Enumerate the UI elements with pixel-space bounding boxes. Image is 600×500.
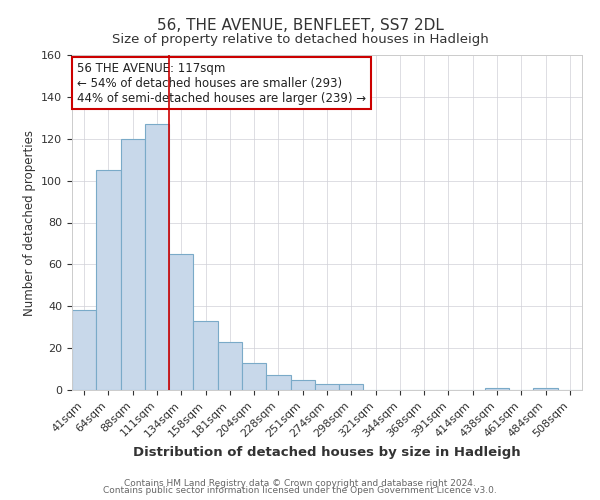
Bar [290, 380, 315, 390]
Text: Contains HM Land Registry data © Crown copyright and database right 2024.: Contains HM Land Registry data © Crown c… [124, 478, 476, 488]
Bar [218, 342, 242, 390]
Bar [533, 388, 558, 390]
X-axis label: Distribution of detached houses by size in Hadleigh: Distribution of detached houses by size … [133, 446, 521, 458]
Bar [315, 384, 339, 390]
Bar [339, 384, 364, 390]
Bar [72, 310, 96, 390]
Y-axis label: Number of detached properties: Number of detached properties [23, 130, 35, 316]
Bar [242, 363, 266, 390]
Text: 56, THE AVENUE, BENFLEET, SS7 2DL: 56, THE AVENUE, BENFLEET, SS7 2DL [157, 18, 443, 32]
Bar [169, 254, 193, 390]
Bar [121, 138, 145, 390]
Bar [266, 376, 290, 390]
Bar [96, 170, 121, 390]
Text: 56 THE AVENUE: 117sqm
← 54% of detached houses are smaller (293)
44% of semi-det: 56 THE AVENUE: 117sqm ← 54% of detached … [77, 62, 366, 104]
Bar [485, 388, 509, 390]
Text: Size of property relative to detached houses in Hadleigh: Size of property relative to detached ho… [112, 32, 488, 46]
Bar [193, 321, 218, 390]
Text: Contains public sector information licensed under the Open Government Licence v3: Contains public sector information licen… [103, 486, 497, 495]
Bar [145, 124, 169, 390]
